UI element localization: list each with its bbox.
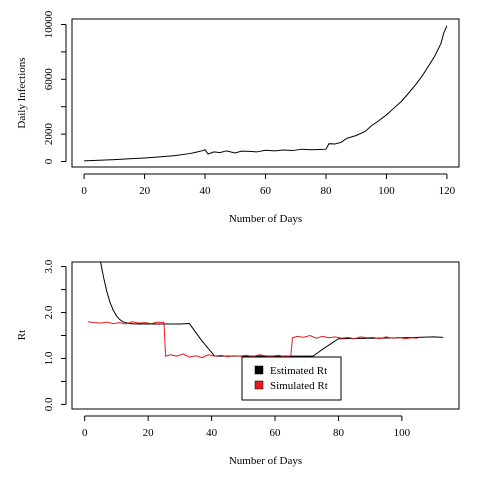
x-tick-label: 120 xyxy=(439,185,456,197)
x-tick-label: 80 xyxy=(333,427,345,439)
y-tick-label: 2.0 xyxy=(43,305,55,319)
y-axis-label: Daily Infections xyxy=(16,57,28,128)
x-tick-label: 100 xyxy=(394,427,411,439)
x-axis: 0 20 40 60 80 100 xyxy=(82,415,411,439)
plot-frame xyxy=(71,18,460,168)
daily-infections-line xyxy=(84,25,448,162)
legend-box xyxy=(241,356,342,401)
x-tick-label: 100 xyxy=(378,185,395,197)
y-tick-label: 0.0 xyxy=(43,397,55,411)
x-axis-label: Number of Days xyxy=(229,213,302,225)
y-axis: 0.0 1.0 2.0 3.0 xyxy=(43,259,67,411)
y-tick-label: 10000 xyxy=(43,10,55,38)
legend: Estimated Rt Simulated Rt xyxy=(241,356,342,401)
x-tick-label: 20 xyxy=(143,427,155,439)
y-tick-label: 1.0 xyxy=(43,351,55,365)
x-tick-label: 40 xyxy=(200,185,212,197)
x-axis: 0 20 40 60 80 100 120 xyxy=(81,173,456,197)
x-tick-label: 40 xyxy=(206,427,218,439)
estimated-rt-line xyxy=(100,261,444,357)
y-tick-label: 2000 xyxy=(43,123,55,146)
legend-swatch xyxy=(254,380,264,390)
y-tick-label: 3.0 xyxy=(43,259,55,273)
y-tick-label: 0 xyxy=(43,158,55,164)
legend-label: Simulated Rt xyxy=(270,380,328,392)
x-tick-label: 60 xyxy=(270,427,282,439)
legend-swatch xyxy=(254,365,264,375)
simulated-rt-line xyxy=(87,321,418,359)
x-tick-label: 80 xyxy=(320,185,332,197)
y-axis: 0 2000 6000 10000 xyxy=(43,10,67,164)
x-tick-label: 60 xyxy=(260,185,272,197)
x-tick-label: 20 xyxy=(139,185,151,197)
daily-infections-plot: 0 20 40 60 80 100 120 0 2000 6000 10000 Number of… xyxy=(16,10,460,225)
legend-label: Estimated Rt xyxy=(270,365,327,377)
x-axis-label: Number of Days xyxy=(229,455,302,467)
x-tick-label: 0 xyxy=(81,185,87,197)
rt-plot: 0 20 40 60 80 100 0.0 1.0 2.0 3.0 Number of Days… xyxy=(16,259,460,467)
y-axis-label: Rt xyxy=(16,330,28,340)
plot-frame xyxy=(71,261,460,410)
y-tick-label: 6000 xyxy=(43,68,55,91)
x-tick-label: 0 xyxy=(82,427,88,439)
